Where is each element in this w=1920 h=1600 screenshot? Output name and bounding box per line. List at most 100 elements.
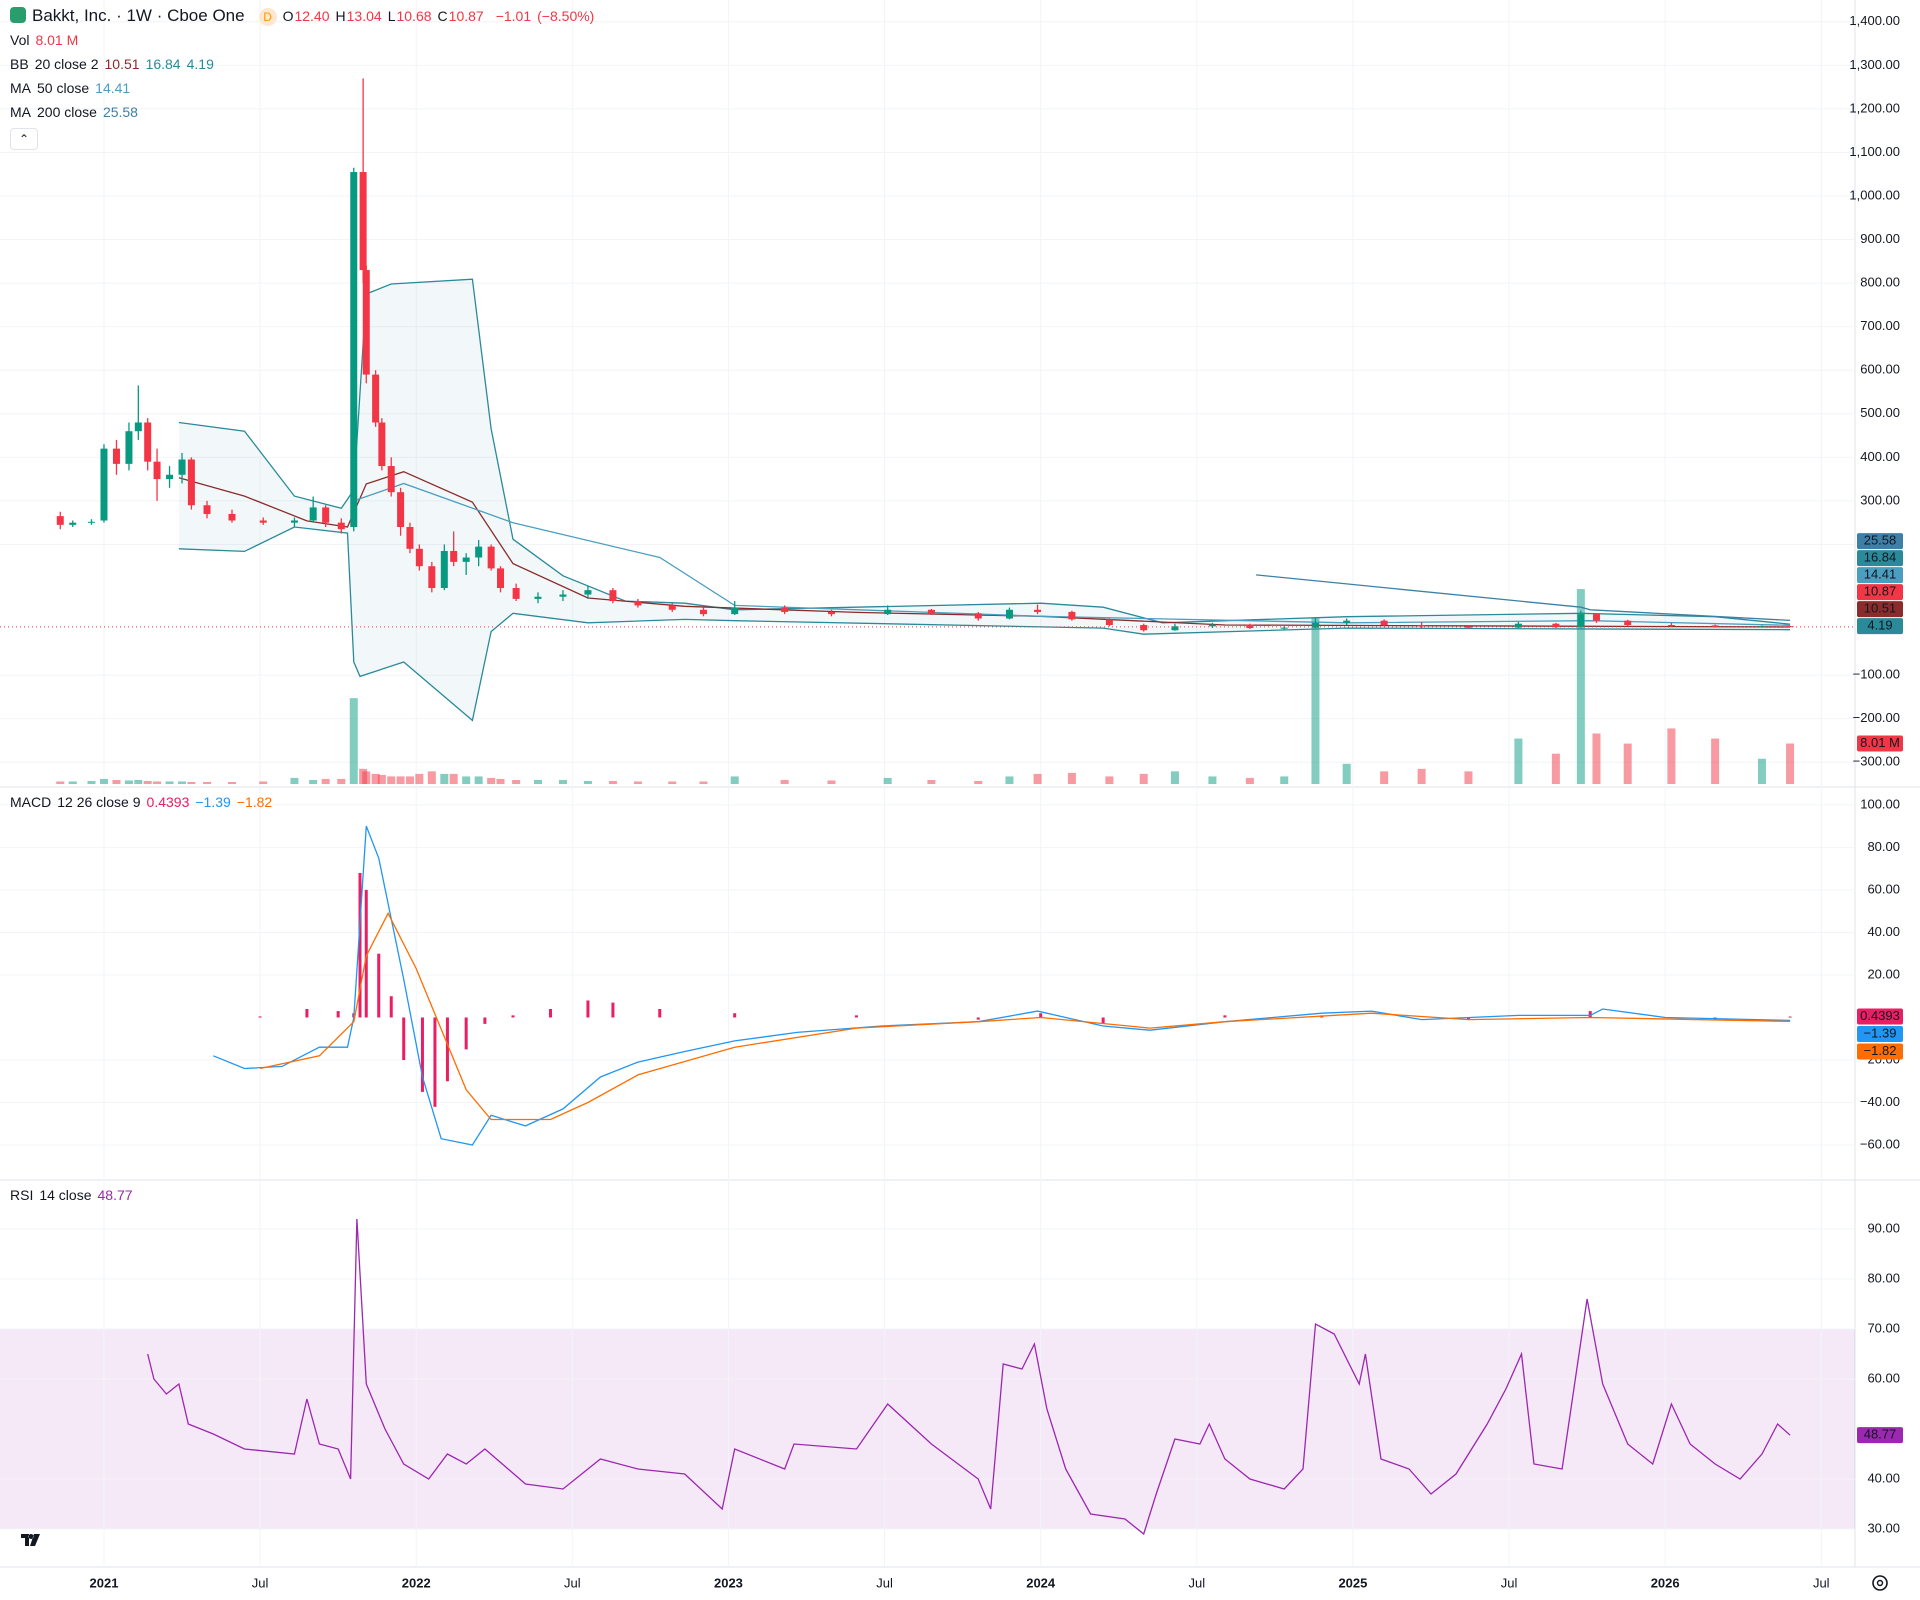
collapse-legend-button[interactable]: ⌃ <box>10 128 38 150</box>
candle-body <box>359 172 367 271</box>
volume-bar <box>608 780 617 784</box>
candle-body <box>144 422 152 462</box>
volume-bar <box>1342 763 1351 784</box>
price-tag-label: 25.58 <box>1864 533 1897 548</box>
symbol-title[interactable]: Bakkt, Inc. · 1W · Cboe One <box>32 6 245 25</box>
volume-bar <box>1417 768 1426 784</box>
volume-bar <box>1139 773 1148 784</box>
candle-body <box>1034 609 1042 612</box>
candle-body <box>1711 625 1719 627</box>
gear-ring <box>1872 1575 1888 1591</box>
volume-bar <box>1105 776 1114 784</box>
volume-bar <box>134 779 143 784</box>
candle-body <box>1552 623 1560 628</box>
volume-bar <box>259 781 268 784</box>
macd-histogram-bar <box>336 1011 340 1018</box>
volume-bar <box>699 781 708 784</box>
settings-gear[interactable] <box>1872 1575 1888 1591</box>
price-tag <box>1857 533 1903 550</box>
volume-bar <box>396 776 405 784</box>
candle-body <box>125 431 133 464</box>
x-tick-label: Jul <box>1501 1575 1518 1590</box>
volume-bar <box>974 780 983 784</box>
candle-body <box>378 422 386 467</box>
tradingview-logo[interactable] <box>18 1528 44 1550</box>
macd-histogram-bar <box>483 1017 487 1024</box>
y-tick-label: 60.00 <box>1867 1370 1900 1385</box>
macd-histogram-bar <box>433 1017 437 1107</box>
rsi-band <box>0 1329 1855 1529</box>
volume-bar <box>496 778 505 784</box>
macd-histogram-bar <box>402 1017 406 1061</box>
y-tick-label: 500.00 <box>1860 405 1900 420</box>
volume-bar <box>533 779 542 784</box>
volume-bar <box>1280 776 1289 784</box>
x-tick-label: Jul <box>252 1575 269 1590</box>
macd-histogram-bar <box>358 872 362 1018</box>
candle-body <box>1667 625 1675 627</box>
volume-bar <box>1067 772 1076 784</box>
candle-body <box>699 609 707 615</box>
volume-bar <box>1245 777 1254 784</box>
y-tick-label: −300.00 <box>1853 754 1900 769</box>
volume-bar <box>558 779 567 784</box>
legend-value: 48.77 <box>97 1187 133 1203</box>
candle-body <box>112 448 120 464</box>
volume-bar <box>371 773 380 784</box>
candle-body <box>337 522 345 530</box>
price-tag <box>1857 618 1903 635</box>
y-tick-label: 80.00 <box>1867 1270 1900 1285</box>
candle-body <box>1592 614 1600 621</box>
candle-body <box>428 566 436 588</box>
x-tick-label: 2023 <box>714 1575 743 1590</box>
price-tag-label: 14.41 <box>1864 567 1897 582</box>
candle-body <box>927 609 935 614</box>
candle-body <box>322 507 330 523</box>
y-tick-label: 300.00 <box>1860 492 1900 507</box>
y-tick-label: 70.00 <box>1867 1320 1900 1335</box>
volume-bar <box>668 781 677 784</box>
change: −1.01 <box>495 8 532 24</box>
candle-body <box>362 270 370 375</box>
volume-bar <box>1592 733 1601 784</box>
y-tick-label: 40.00 <box>1867 1470 1900 1485</box>
y-tick-label: 900.00 <box>1860 231 1900 246</box>
candle-body <box>974 613 982 619</box>
candle-body <box>1311 622 1319 628</box>
legend-value: 25.58 <box>102 104 138 120</box>
volume-bar <box>309 779 318 784</box>
legend-value: 16.84 <box>145 56 181 72</box>
candle-body <box>166 474 174 480</box>
volume-bar <box>377 774 386 784</box>
macd-histogram-bar <box>854 1015 858 1018</box>
y-tick-label: −100.00 <box>1853 667 1900 682</box>
macd-histogram-bar <box>1788 1016 1792 1018</box>
candle-body <box>100 448 108 521</box>
candle-body <box>1105 619 1113 626</box>
y-tick-label: 1,400.00 <box>1849 13 1900 28</box>
macd-histogram-bar <box>1039 1013 1043 1018</box>
y-tick-label: 1,200.00 <box>1849 100 1900 115</box>
candle-body <box>69 522 77 525</box>
volume-bar <box>487 777 496 784</box>
candle-body <box>462 557 470 562</box>
volume-bar <box>143 780 152 784</box>
candle-body <box>450 550 458 562</box>
candle-body <box>290 520 298 523</box>
volume-bar <box>227 781 236 784</box>
volume-bar <box>415 773 424 784</box>
candle-body <box>1005 609 1013 619</box>
price-tag <box>1857 584 1903 601</box>
volume-bar <box>1667 728 1676 784</box>
volume-bar <box>405 776 414 784</box>
ohlc-value: 10.87 <box>448 8 484 24</box>
volume-bar <box>87 780 96 784</box>
ohlc-key: L <box>387 8 396 24</box>
y-tick-label: 600.00 <box>1860 362 1900 377</box>
x-tick-label: 2021 <box>90 1575 119 1590</box>
y-tick-label: 90.00 <box>1867 1220 1900 1235</box>
candle-body <box>497 568 505 588</box>
candle-body <box>397 492 405 528</box>
